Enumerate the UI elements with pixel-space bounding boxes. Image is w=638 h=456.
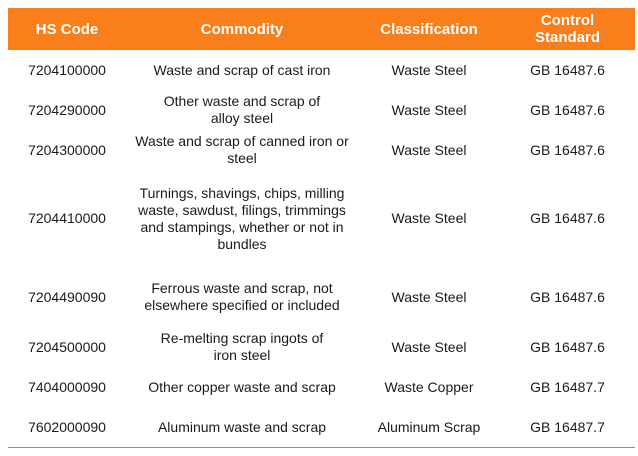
cell-hs-code: 7204490090 (28, 288, 106, 305)
table-row: 7204100000 Waste and scrap of cast iron … (8, 50, 635, 90)
cell-commodity: Ferrous waste and scrap, not elsewhere s… (144, 280, 340, 313)
cell-hs-code: 7204300000 (28, 141, 106, 158)
cell-classification: Waste Steel (391, 338, 467, 355)
cell-hs-code: 7404000090 (28, 378, 106, 395)
hs-code-table: HS Code Commodity Classification Control… (8, 8, 635, 448)
cell-control-standard: GB 16487.6 (530, 338, 605, 355)
table-row: 7204300000 Waste and scrap of canned iro… (8, 130, 635, 170)
table-body: 7204100000 Waste and scrap of cast iron … (8, 50, 635, 448)
cell-control-standard: GB 16487.6 (530, 210, 605, 226)
cell-commodity: Other copper waste and scrap (148, 378, 336, 395)
header-row: HS Code Commodity Classification Control… (8, 8, 635, 50)
table-row: 7204290000 Other waste and scrap of allo… (8, 90, 635, 130)
table-row: 7204410000 Turnings, shavings, chips, mi… (8, 170, 635, 267)
cell-commodity: Waste and scrap of cast iron (153, 61, 331, 78)
table-row: 7204490090 Ferrous waste and scrap, not … (8, 267, 635, 327)
cell-control-standard: GB 16487.6 (530, 141, 605, 158)
cell-hs-code: 7602000090 (8, 407, 126, 448)
cell-classification: Waste Steel (391, 288, 467, 305)
cell-classification: Waste Steel (391, 101, 467, 118)
cell-control-standard: GB 16487.6 (530, 101, 605, 118)
cell-classification: Aluminum Scrap (358, 407, 500, 448)
cell-hs-code: 7204410000 (28, 210, 106, 226)
header-control-standard: Control Standard (500, 8, 635, 50)
cell-commodity: Turnings, shavings, chips, milling waste… (138, 184, 346, 252)
hs-code-table-container: HS Code Commodity Classification Control… (8, 8, 635, 448)
cell-hs-code: 7204500000 (28, 338, 106, 355)
cell-control-standard: GB 16487.7 (530, 378, 605, 395)
cell-commodity: Aluminum waste and scrap (126, 407, 358, 448)
cell-commodity: Waste and scrap of canned iron or steel (135, 133, 349, 166)
header-classification: Classification (358, 8, 500, 50)
cell-classification: Waste Steel (391, 210, 467, 226)
cell-commodity: Other waste and scrap of alloy steel (163, 93, 321, 126)
cell-hs-code: 7204290000 (28, 101, 106, 118)
header-commodity: Commodity (126, 8, 358, 50)
cell-control-standard: GB 16487.6 (530, 288, 605, 305)
cell-control-standard: GB 16487.7 (500, 407, 635, 448)
header-hs-code: HS Code (8, 8, 126, 50)
table-header: HS Code Commodity Classification Control… (8, 8, 635, 50)
cell-hs-code: 7204100000 (28, 61, 106, 78)
table-row: 7204500000 Re-melting scrap ingots of ir… (8, 327, 635, 367)
cell-commodity: Re-melting scrap ingots of iron steel (160, 330, 324, 363)
table-row: 7602000090 Aluminum waste and scrap Alum… (8, 407, 635, 448)
cell-classification: Waste Steel (391, 141, 467, 158)
cell-classification: Waste Steel (391, 61, 467, 78)
cell-control-standard: GB 16487.6 (530, 61, 605, 78)
table-row: 7404000090 Other copper waste and scrap … (8, 367, 635, 407)
cell-classification: Waste Copper (384, 378, 474, 395)
